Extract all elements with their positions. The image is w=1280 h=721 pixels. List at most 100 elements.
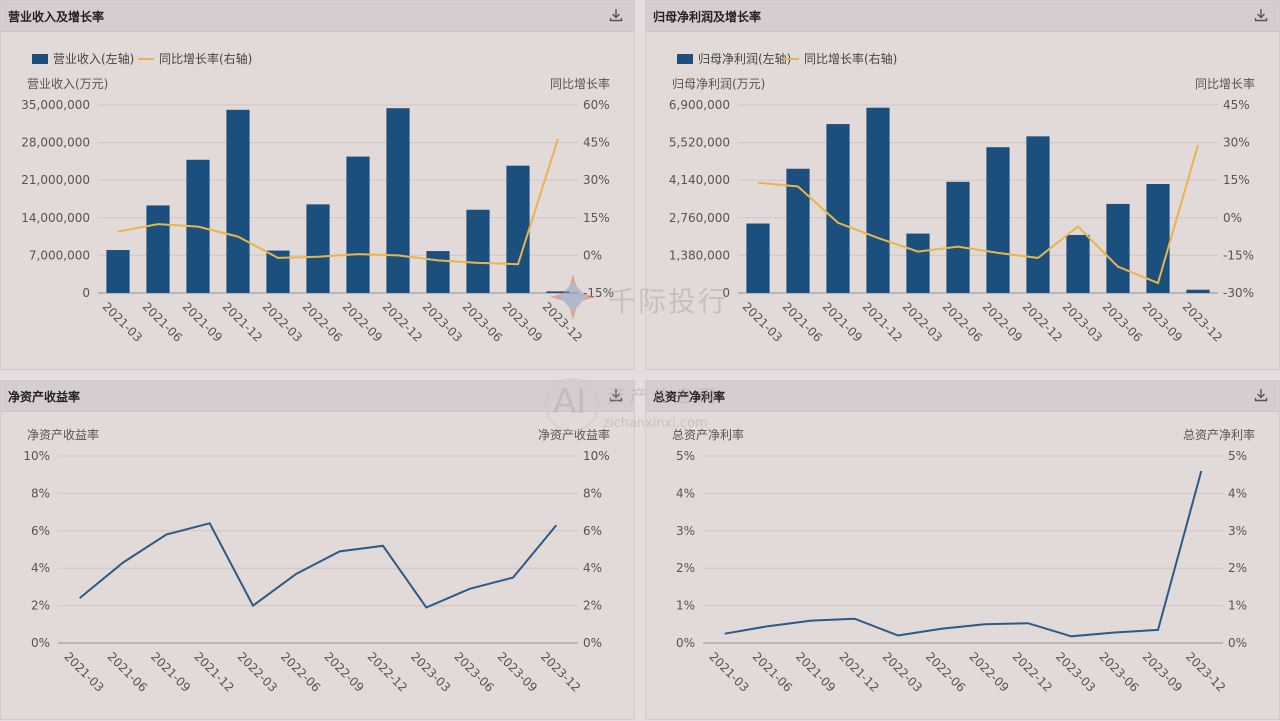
download-icon[interactable] <box>1253 387 1269 403</box>
x-tick-label: 2021-03 <box>61 649 106 694</box>
right-tick-label: -30% <box>1223 286 1254 300</box>
bar <box>1146 184 1170 293</box>
bar <box>466 209 490 293</box>
bar <box>546 291 570 293</box>
right-tick-label: 0% <box>583 248 602 262</box>
bar <box>986 147 1010 293</box>
bar <box>1106 203 1130 293</box>
legend-bar-swatch <box>32 54 48 64</box>
series-line <box>724 470 1203 638</box>
left-tick-label: 8% <box>31 486 50 500</box>
left-tick-label: 7,000,000 <box>29 248 90 262</box>
x-tick-label: 2022-03 <box>880 649 925 694</box>
x-tick-label: 2022-09 <box>966 649 1011 694</box>
x-tick-label: 2022-12 <box>1020 299 1065 344</box>
bar <box>826 124 850 293</box>
x-tick-label: 2022-12 <box>380 299 425 344</box>
bar <box>146 205 170 293</box>
left-tick-label: 4% <box>676 486 695 500</box>
legend-bar-swatch <box>677 54 693 64</box>
x-tick-label: 2022-06 <box>278 649 323 694</box>
bar <box>906 233 930 293</box>
x-tick-label: 2022-03 <box>235 649 280 694</box>
bar <box>266 250 290 293</box>
right-tick-label: 30% <box>583 173 610 187</box>
series-line <box>117 138 559 266</box>
right-tick-label: 0% <box>1228 636 1247 650</box>
right-tick-label: 1% <box>1228 599 1247 613</box>
download-icon[interactable] <box>608 7 624 23</box>
x-tick-label: 2022-06 <box>923 649 968 694</box>
x-tick-label: 2023-09 <box>1140 649 1185 694</box>
x-tick-label: 2021-03 <box>706 649 751 694</box>
x-tick-label: 2023-09 <box>495 649 540 694</box>
left-tick-label: 0 <box>82 286 90 300</box>
series-line <box>79 522 558 609</box>
download-icon[interactable] <box>1253 7 1269 23</box>
left-tick-label: 5% <box>676 449 695 463</box>
bar <box>386 108 410 293</box>
left-tick-label: 0 <box>722 286 730 300</box>
x-tick-label: 2021-09 <box>180 299 225 344</box>
panel-header <box>1 1 634 32</box>
roa-panel: 总资产净利率 总资产净利率 总资产净利率 0% 0% 1% 1% 2% 2% 3% 3% 4% 4% 5… <box>645 380 1280 720</box>
download-icon[interactable] <box>608 387 624 403</box>
right-tick-label: 0% <box>1223 211 1242 225</box>
bar <box>226 109 250 293</box>
x-tick-label: 2021-09 <box>820 299 865 344</box>
x-tick-label: 2023-09 <box>1140 299 1185 344</box>
x-tick-label: 2023-06 <box>1100 299 1145 344</box>
left-axis-label: 净资产收益率 <box>27 427 99 442</box>
left-tick-label: 28,000,000 <box>21 136 90 150</box>
legend-bar-label: 营业收入(左轴) <box>53 51 134 66</box>
x-tick-label: 2023-12 <box>538 649 583 694</box>
x-tick-label: 2023-03 <box>420 299 465 344</box>
x-tick-label: 2021-03 <box>100 299 145 344</box>
right-tick-label: 3% <box>1228 524 1247 538</box>
x-tick-label: 2023-09 <box>500 299 545 344</box>
x-tick-label: 2021-06 <box>750 649 795 694</box>
left-tick-label: 10% <box>23 449 50 463</box>
x-tick-label: 2022-06 <box>300 299 345 344</box>
left-tick-label: 0% <box>31 636 50 650</box>
panel-title: 净资产收益率 <box>8 390 81 404</box>
x-tick-label: 2022-12 <box>1010 649 1055 694</box>
x-tick-label: 2021-06 <box>105 649 150 694</box>
left-tick-label: 1,380,000 <box>669 248 730 262</box>
left-tick-label: 2,760,000 <box>669 211 730 225</box>
right-tick-label: 4% <box>583 561 602 575</box>
x-tick-label: 2021-06 <box>780 299 825 344</box>
legend-line-label: 同比增长率(右轴) <box>159 51 252 66</box>
x-tick-label: 2021-12 <box>220 299 265 344</box>
panel-title: 归母净利润及增长率 <box>653 10 762 24</box>
net-profit-panel: 归母净利润及增长率 归母净利润(左轴) 同比增长率(右轴) 归母净利润(万元) 同比增… <box>645 0 1280 370</box>
x-tick-label: 2022-12 <box>365 649 410 694</box>
legend-bar-label: 归母净利润(左轴) <box>698 51 791 66</box>
right-tick-label: -15% <box>1223 248 1254 262</box>
x-tick-label: 2023-12 <box>1180 299 1225 344</box>
panel-header <box>646 381 1279 412</box>
x-tick-label: 2021-03 <box>740 299 785 344</box>
x-tick-label: 2021-12 <box>836 649 881 694</box>
right-tick-label: 45% <box>583 136 610 150</box>
right-tick-label: -15% <box>583 286 614 300</box>
right-tick-label: 5% <box>1228 449 1247 463</box>
x-tick-label: 2021-09 <box>148 649 193 694</box>
bar <box>1026 136 1050 293</box>
left-tick-label: 6% <box>31 524 50 538</box>
roe-panel: 净资产收益率 净资产收益率 净资产收益率 0% 0% 2% 2% 4% 4% 6% 6% 8% 8% 1… <box>0 380 635 720</box>
right-axis-label: 同比增长率 <box>550 76 610 91</box>
right-tick-label: 10% <box>583 449 610 463</box>
left-tick-label: 0% <box>676 636 695 650</box>
bar <box>866 107 890 293</box>
left-tick-label: 1% <box>676 599 695 613</box>
right-axis-label: 总资产净利率 <box>1183 427 1255 442</box>
x-tick-label: 2022-06 <box>940 299 985 344</box>
x-tick-label: 2023-12 <box>540 299 585 344</box>
bar <box>746 223 770 293</box>
left-tick-label: 4% <box>31 561 50 575</box>
bar <box>1186 289 1210 293</box>
right-tick-label: 15% <box>583 211 610 225</box>
left-axis-label: 归母净利润(万元) <box>672 77 765 91</box>
bar <box>106 250 130 293</box>
